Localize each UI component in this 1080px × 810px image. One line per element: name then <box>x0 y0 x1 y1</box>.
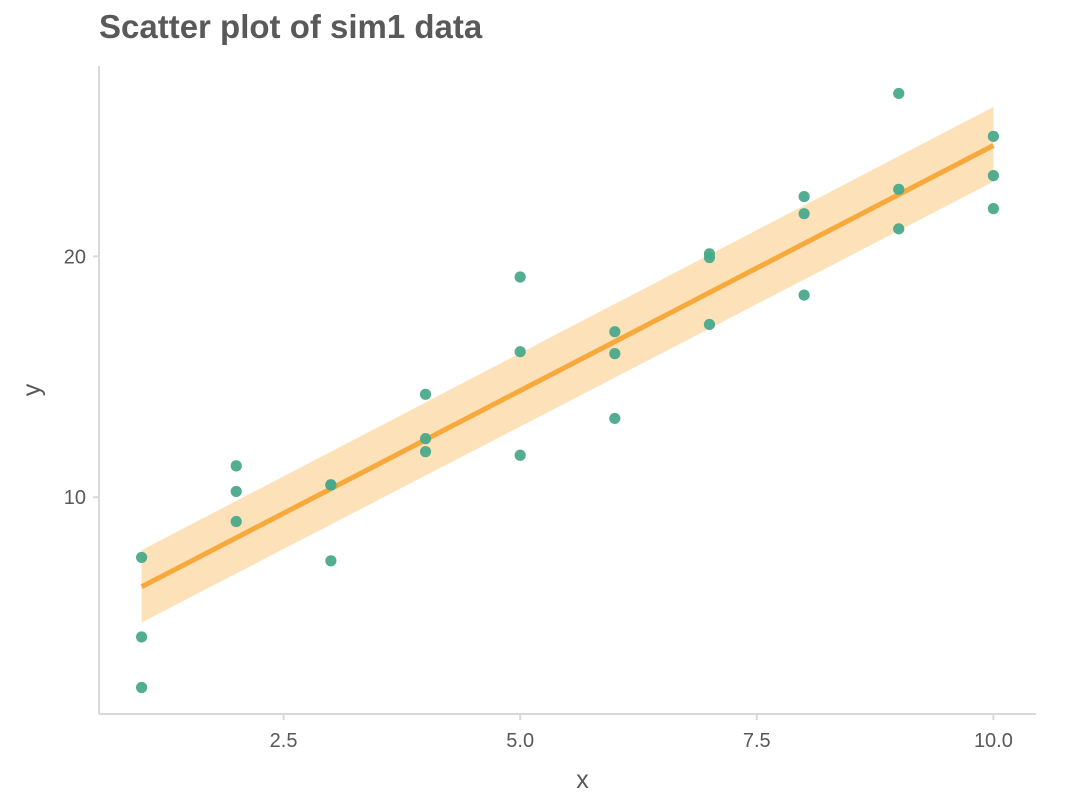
data-point <box>325 479 337 491</box>
data-point <box>230 485 242 498</box>
x-tick-label: 10.0 <box>974 730 1013 752</box>
data-point <box>798 190 810 203</box>
axis-labels-layer: 2.5 5.0 7.5 10.0 10 20 x y <box>18 246 1013 794</box>
data-point <box>703 318 716 331</box>
data-point <box>230 515 242 528</box>
data-point <box>798 208 810 220</box>
y-tick-label: 10 <box>64 487 86 509</box>
data-point <box>609 326 621 338</box>
data-point <box>135 631 148 643</box>
data-point <box>703 251 716 264</box>
data-point <box>987 203 1000 215</box>
data-point <box>893 223 905 235</box>
data-point <box>987 130 1000 142</box>
data-point <box>514 449 526 461</box>
y-tick-label: 20 <box>64 246 86 268</box>
x-tick-label: 5.0 <box>506 730 534 752</box>
chart-title: Scatter plot of sim1 data <box>99 8 483 45</box>
x-tick-label: 2.5 <box>270 730 298 752</box>
regression-line <box>140 143 995 590</box>
y-axis-title: y <box>18 383 46 396</box>
data-point <box>419 446 432 458</box>
data-point <box>798 289 810 301</box>
data-point <box>135 681 148 694</box>
data-point <box>135 551 148 564</box>
x-axis-title: x <box>576 766 589 794</box>
data-point <box>893 183 905 195</box>
data-point <box>419 433 432 445</box>
data-point <box>609 412 621 425</box>
data-point <box>987 170 1000 182</box>
data-point <box>325 555 337 567</box>
data-points-layer <box>135 87 1000 694</box>
data-point <box>514 346 526 358</box>
x-tick-label: 7.5 <box>743 730 771 752</box>
data-point <box>230 460 242 472</box>
data-point <box>419 388 432 400</box>
regression-line-layer <box>140 143 995 590</box>
data-point <box>609 348 621 360</box>
axes-layer <box>93 66 1036 720</box>
data-point <box>514 271 526 283</box>
data-point <box>893 87 905 100</box>
